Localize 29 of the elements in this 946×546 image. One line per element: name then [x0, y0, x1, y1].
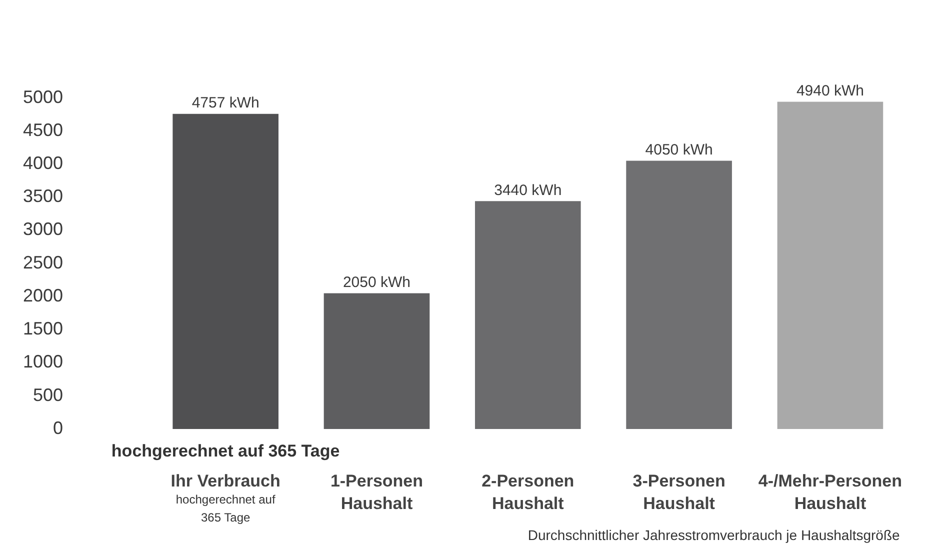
y-tick-label: 2500 — [22, 252, 63, 272]
bar — [172, 114, 278, 429]
text: hochgerechnet auf 365 Tage — [111, 442, 340, 461]
y-tick-label: 1000 — [22, 352, 63, 372]
data-label: 4050 kWh — [645, 141, 713, 158]
y-tick-label: 4000 — [22, 153, 63, 174]
y-tick-label: 5000 — [22, 86, 63, 107]
y-tick-label: 3500 — [22, 186, 63, 206]
x-tick-label: Ihr Verbrauch — [170, 472, 280, 491]
x-tick-label: 1-Personen Haushalt — [330, 472, 424, 513]
data-label: 4757 kWh — [192, 94, 260, 112]
y-tick-label: 0 — [52, 418, 63, 438]
y-tick-label: 4500 — [22, 120, 63, 140]
y-tick-label: 3000 — [22, 219, 63, 240]
text: Durchschnittlicher Jahresstromverbrauch je Haushaltsgröße — [528, 526, 900, 543]
data-label: 4940 kWh — [796, 82, 864, 100]
y-tick-label: 500 — [32, 384, 63, 405]
x-tick-label: 4-/Mehr-Personen Haushalt — [758, 472, 902, 513]
bar — [626, 160, 732, 429]
text: hochgerechnet auf 365 Tage — [176, 492, 276, 524]
bar — [474, 201, 581, 429]
data-label: 2050 kWh — [342, 274, 411, 291]
x-tick-label: 2-Personen Haushalt — [482, 472, 574, 513]
x-tick-label: 3-Personen Haushalt — [632, 472, 726, 513]
bar — [324, 293, 430, 429]
y-tick-label: 2000 — [22, 285, 63, 306]
data-label: 3440 kWh — [494, 182, 562, 199]
bar — [777, 102, 884, 429]
y-tick-label: 1500 — [22, 318, 63, 339]
